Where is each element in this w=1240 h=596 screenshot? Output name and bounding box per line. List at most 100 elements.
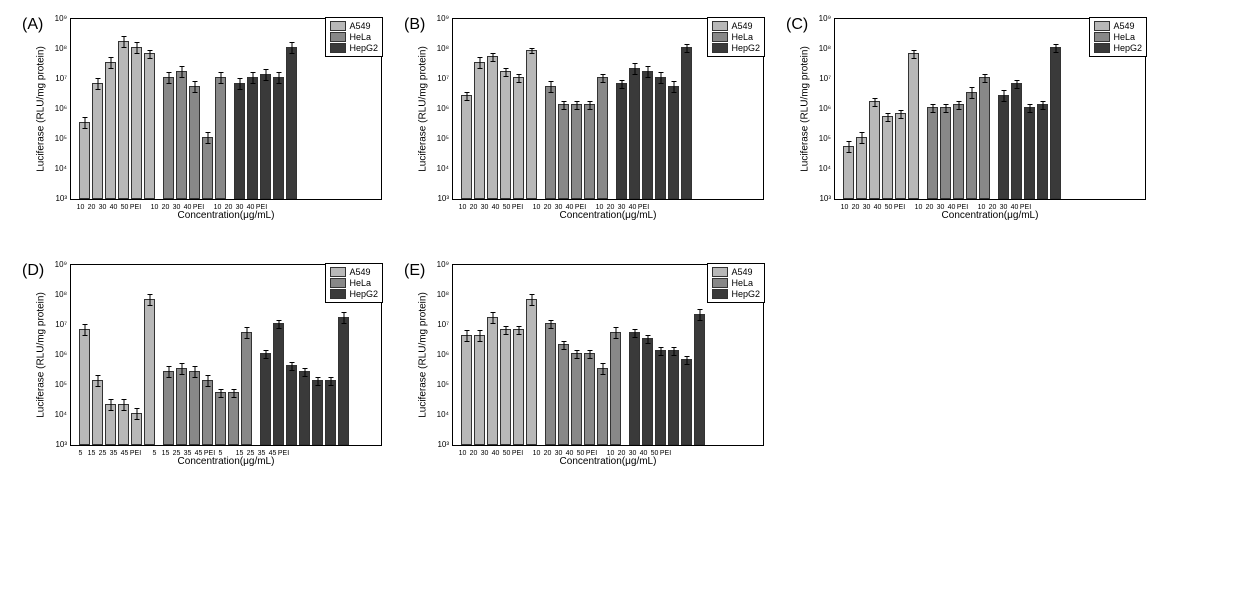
bar <box>144 299 155 445</box>
x-tick: 40 <box>629 204 637 211</box>
error-bar <box>673 81 674 93</box>
error-bar <box>1042 101 1043 110</box>
error-bar <box>479 330 480 342</box>
x-tick: 30 <box>1000 204 1008 211</box>
x-tick: 40 <box>247 204 255 211</box>
bar <box>694 314 705 445</box>
bar <box>979 77 990 199</box>
bar <box>882 116 893 199</box>
bar <box>312 380 323 445</box>
y-axis-label: Luciferase (RLU/mg protein) <box>800 46 811 172</box>
legend-swatch <box>712 43 728 53</box>
x-tick: 10 <box>915 204 923 211</box>
bar <box>131 413 142 445</box>
legend-swatch <box>712 289 728 299</box>
error-bar <box>479 57 480 69</box>
x-tick: 45 <box>195 450 203 457</box>
error-bar <box>518 74 519 83</box>
x-tick: 20 <box>544 450 552 457</box>
error-bar <box>330 377 331 386</box>
x-tick: 30 <box>481 450 489 457</box>
legend-swatch <box>1094 32 1110 42</box>
legend-item: HeLa <box>712 278 760 288</box>
error-bar <box>168 366 169 378</box>
bars-container <box>71 299 381 445</box>
error-bar <box>246 327 247 339</box>
x-tick: 40 <box>1011 204 1019 211</box>
x-tick: 20 <box>544 204 552 211</box>
x-tick: 50 <box>885 204 893 211</box>
bar <box>79 329 90 445</box>
x-tick: 10 <box>151 204 159 211</box>
bar-group <box>628 314 706 445</box>
bar-group <box>997 47 1062 199</box>
error-bar <box>220 72 221 84</box>
y-axis-label: Luciferase (RLU/mg protein) <box>36 46 47 172</box>
bar-group <box>926 77 991 199</box>
bar <box>286 47 297 199</box>
bar <box>558 344 569 445</box>
legend-swatch <box>330 289 346 299</box>
bar <box>105 62 116 199</box>
x-tick: 30 <box>629 450 637 457</box>
legend-label: HeLa <box>349 278 371 288</box>
panel-E: (E)10³10⁴10⁵10⁶10⁷10⁸10⁹Luciferase (RLU/… <box>408 254 778 484</box>
bars-container <box>71 41 381 199</box>
bar <box>118 41 129 199</box>
error-bar <box>1003 90 1004 102</box>
bar-group <box>78 41 156 199</box>
legend: A549HeLaHepG2 <box>707 17 765 57</box>
x-tick: 50 <box>577 450 585 457</box>
error-bar <box>647 335 648 344</box>
x-tick: 10 <box>841 204 849 211</box>
bar <box>571 353 582 445</box>
y-axis-label: Luciferase (RLU/mg protein) <box>418 46 429 172</box>
legend-label: A549 <box>1113 21 1134 31</box>
bar-group <box>259 317 350 445</box>
error-bar <box>861 132 862 144</box>
x-tick: 20 <box>88 204 96 211</box>
x-tick: 30 <box>481 204 489 211</box>
bar-group <box>460 50 538 199</box>
bar <box>895 113 906 199</box>
bar <box>202 137 213 199</box>
error-bar <box>123 399 124 411</box>
bar <box>105 404 116 445</box>
x-tick: 10 <box>459 450 467 457</box>
bar <box>526 50 537 199</box>
bar <box>241 332 252 445</box>
error-bar <box>291 362 292 371</box>
bar <box>163 371 174 445</box>
bar <box>629 332 640 445</box>
bar <box>597 77 608 199</box>
bar <box>642 338 653 445</box>
legend-item: A549 <box>1094 21 1142 31</box>
bar <box>176 71 187 199</box>
bars-container <box>453 47 763 199</box>
bar-group <box>544 323 622 445</box>
legend-swatch <box>330 267 346 277</box>
x-tick: PEI <box>894 204 905 211</box>
bar <box>655 350 666 445</box>
bar <box>92 83 103 199</box>
bar <box>668 86 679 199</box>
x-tick: 20 <box>225 204 233 211</box>
x-tick: PEI <box>512 204 523 211</box>
x-tick: 40 <box>110 204 118 211</box>
error-bar <box>958 101 959 110</box>
bar <box>616 83 627 199</box>
error-bar <box>615 327 616 339</box>
bar <box>998 95 1009 199</box>
bar <box>189 371 200 445</box>
legend-label: HepG2 <box>349 289 378 299</box>
x-tick: 30 <box>173 204 181 211</box>
bar <box>940 107 951 199</box>
error-bar <box>136 42 137 54</box>
x-tick: 10 <box>533 204 541 211</box>
legend-item: HeLa <box>330 278 378 288</box>
error-bar <box>900 110 901 119</box>
legend-label: HeLa <box>731 32 753 42</box>
error-bar <box>239 78 240 90</box>
x-tick: PEI <box>130 204 141 211</box>
x-tick: 10 <box>77 204 85 211</box>
